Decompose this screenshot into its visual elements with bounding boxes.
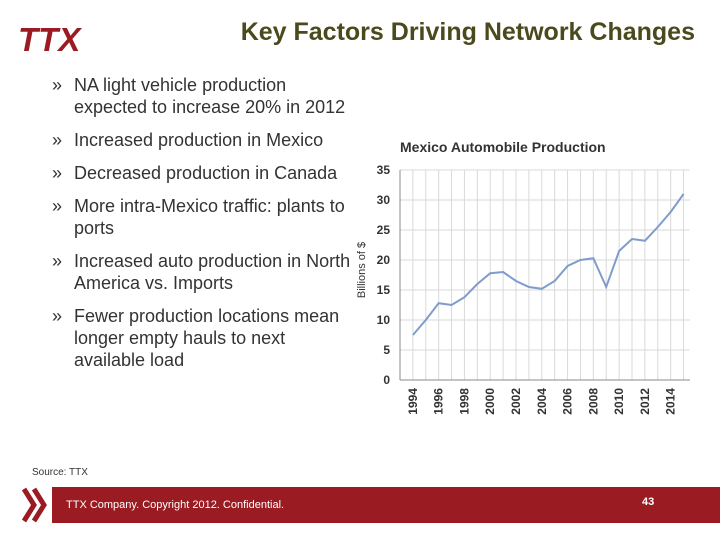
bullet-item: » NA light vehicle production expected to… [52, 75, 346, 117]
y-axis-label: Billions of $ [356, 242, 368, 298]
y-tick-label: 5 [383, 343, 390, 357]
bullet-item: » More intra-Mexico traffic: plants to po… [52, 196, 345, 238]
chevron-bullet-icon: » [52, 163, 63, 183]
chevron-logo-icon [21, 487, 47, 523]
y-tick-label: 30 [377, 193, 391, 207]
x-tick-label: 2006 [561, 388, 575, 415]
x-tick-label: 2008 [586, 388, 600, 415]
x-tick-label: 2004 [535, 388, 549, 415]
x-tick-label: 2014 [664, 388, 678, 415]
x-tick-label: 2010 [612, 388, 626, 415]
footer-bar: TTX Company. Copyright 2012. Confidentia… [52, 487, 720, 523]
y-tick-label: 25 [377, 223, 391, 237]
chevron-bullet-icon: » [52, 196, 63, 216]
chevron-bullet-icon: » [52, 251, 63, 271]
svg-text:TTX: TTX [18, 24, 82, 54]
page-number: 43 [642, 496, 655, 508]
bullet-list: » NA light vehicle production expected to… [52, 74, 352, 382]
production-chart: Mexico Automobile Production Billions of… [356, 139, 690, 415]
chevron-bullet-icon: » [52, 75, 63, 95]
y-tick-label: 20 [377, 253, 391, 267]
ttx-logo: TTX [18, 24, 82, 54]
x-tick-label: 1998 [457, 388, 471, 415]
chevron-bullet-icon: » [52, 306, 63, 326]
bullet-item: » Increased production in Mexico [52, 130, 324, 150]
y-tick-label: 35 [377, 163, 391, 177]
y-tick-label: 15 [377, 283, 391, 297]
copyright-text: TTX Company. Copyright 2012. Confidentia… [66, 499, 285, 511]
y-tick-label: 10 [377, 313, 391, 327]
page-title: Key Factors Driving Network Changes [240, 18, 695, 46]
chart-title: Mexico Automobile Production [400, 139, 606, 155]
y-tick-label: 0 [383, 373, 390, 387]
bullet-item: » Decreased production in Canada [52, 163, 338, 183]
chevron-bullet-icon: » [52, 130, 63, 150]
x-tick-label: 2002 [509, 388, 523, 415]
x-tick-label: 2012 [638, 388, 652, 415]
x-tick-label: 1994 [406, 388, 420, 415]
source-note: Source: TTX [32, 467, 88, 478]
x-tick-label: 1996 [432, 388, 446, 415]
bullet-item: » Increased auto production in North Amer… [52, 251, 351, 293]
bullet-item: » Fewer production locations mean longer … [52, 306, 340, 370]
x-tick-label: 2000 [483, 388, 497, 415]
series-line [412, 193, 685, 336]
